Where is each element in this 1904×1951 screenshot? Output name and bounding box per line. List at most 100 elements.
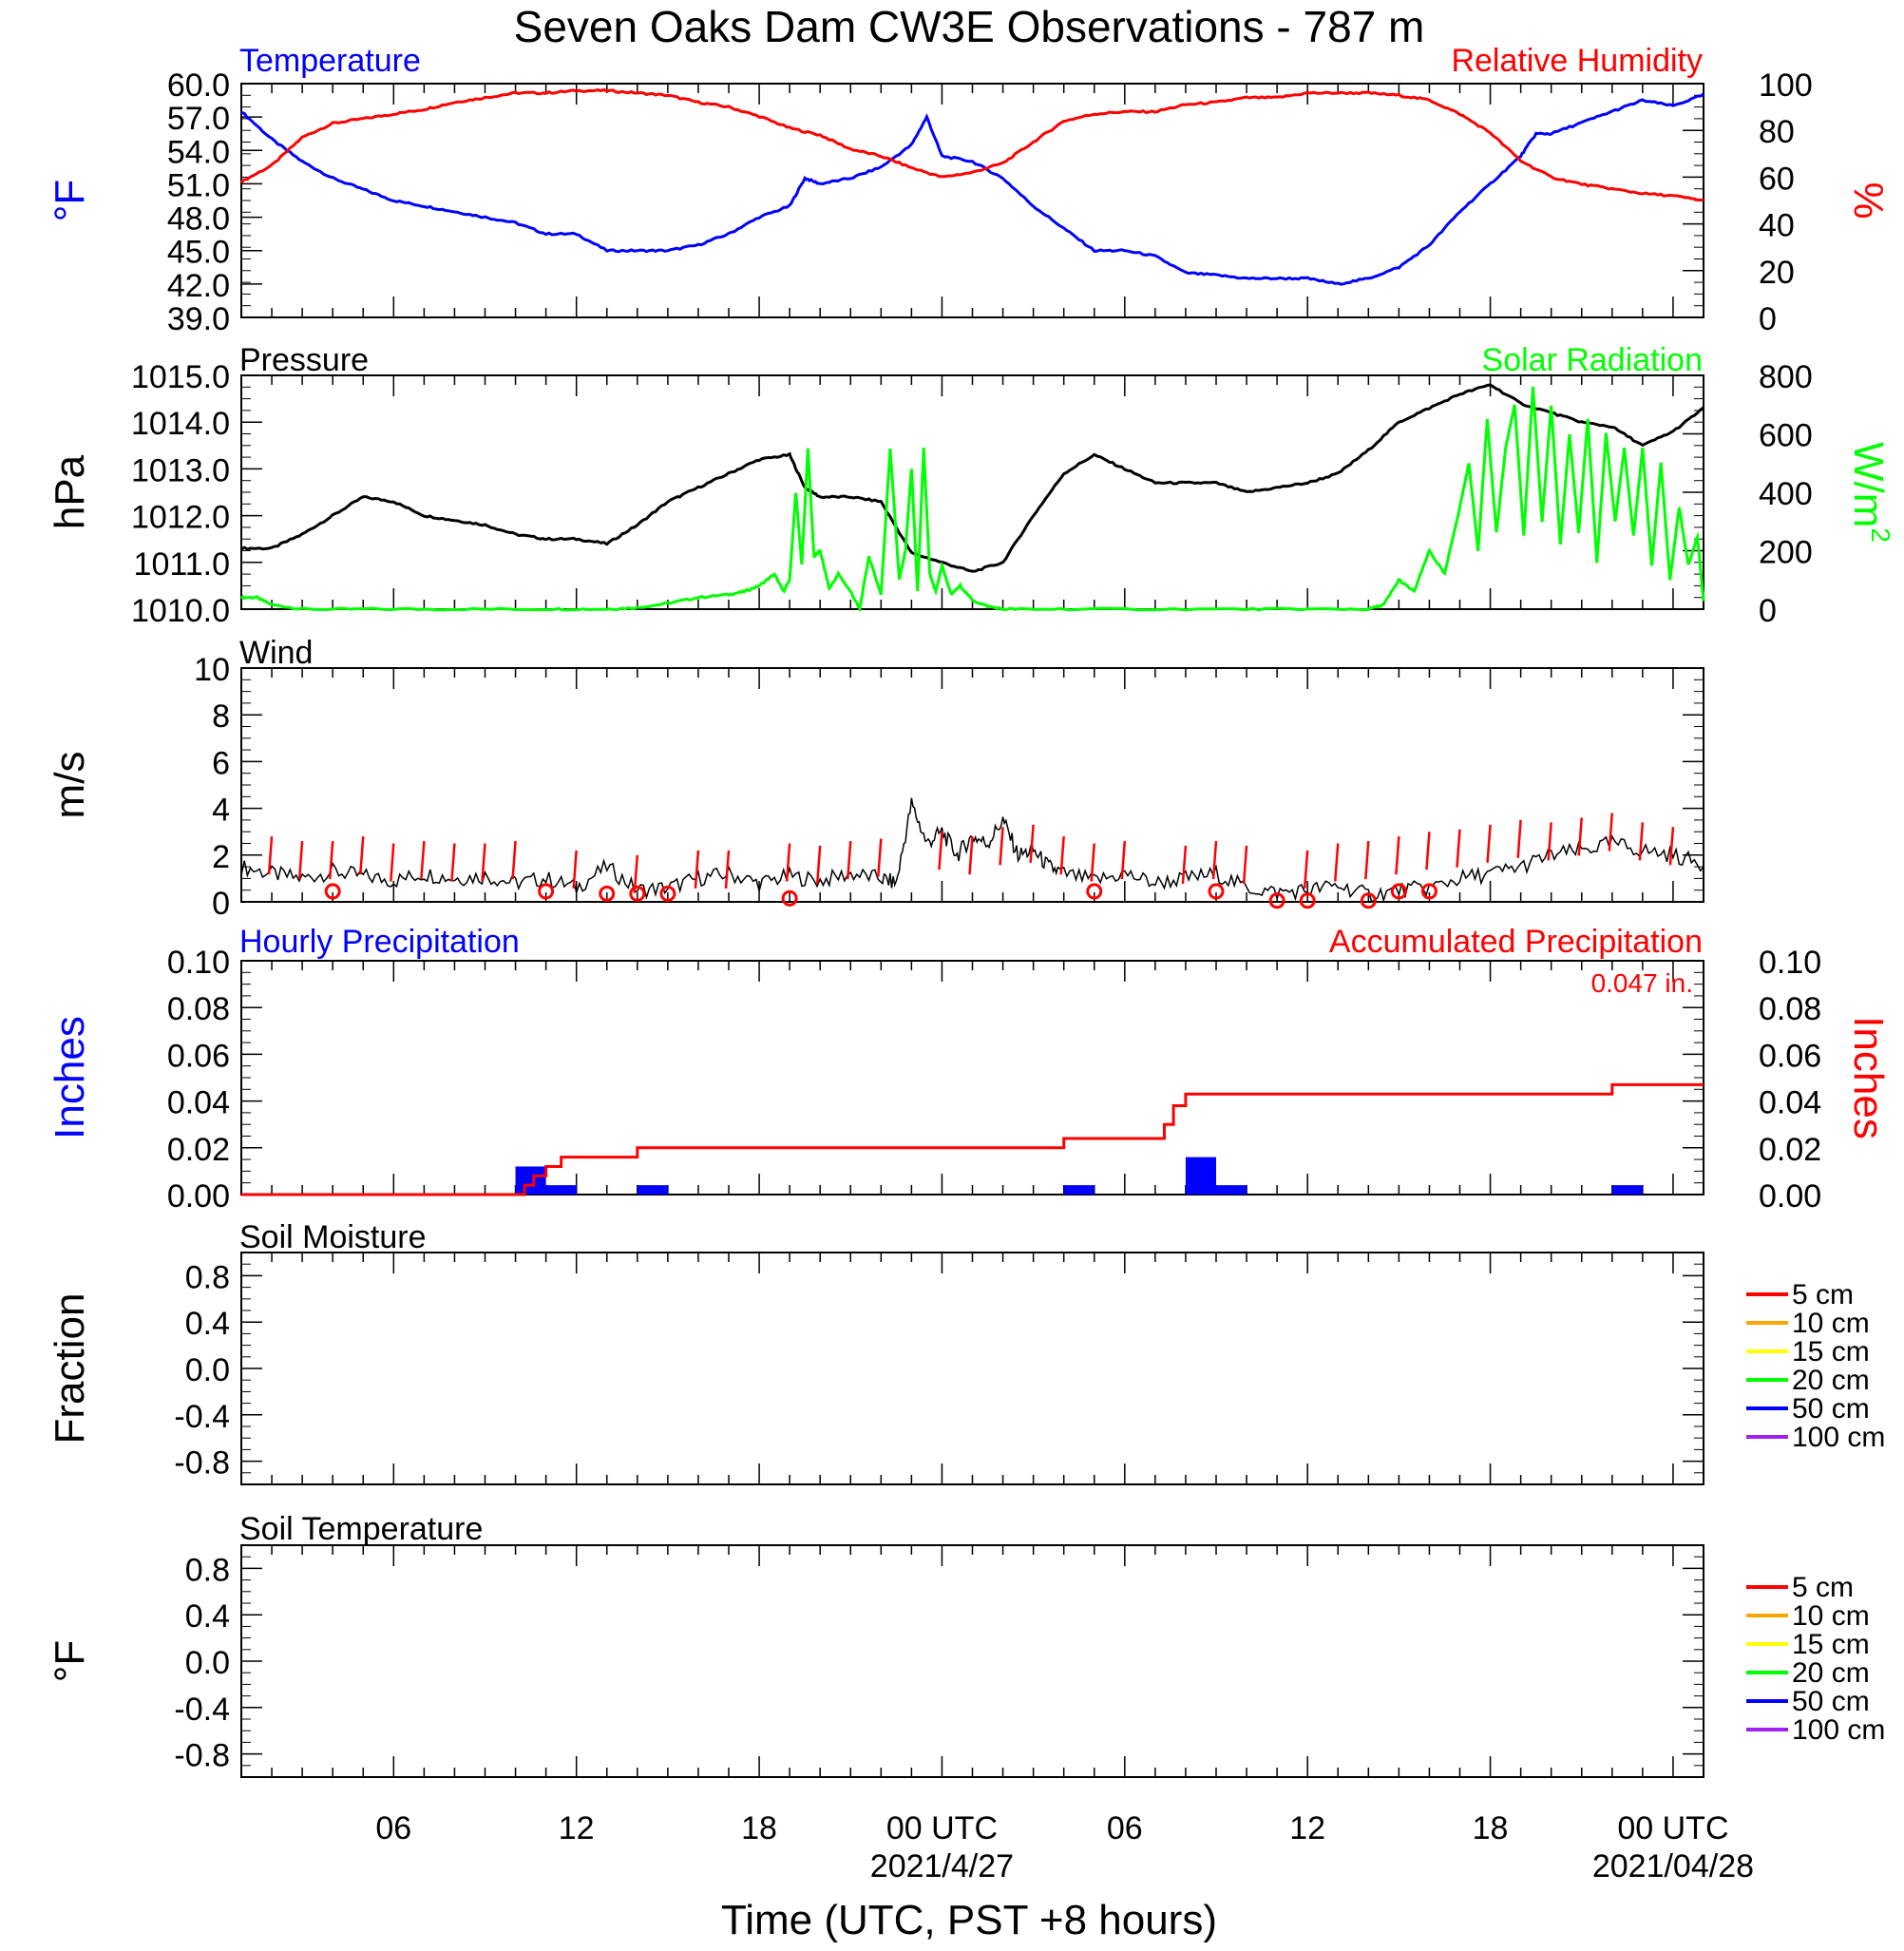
wind-barb <box>877 838 883 877</box>
legend-label: 15 cm <box>1792 1629 1870 1660</box>
wind-barb <box>1668 827 1675 866</box>
panel-frame <box>240 667 1704 903</box>
precip-bar <box>515 1166 546 1195</box>
y-axis-label-right: W/m2 <box>1845 442 1895 543</box>
legend-label: 100 cm <box>1792 1714 1885 1746</box>
panel-frame <box>240 960 1704 1195</box>
y-tick-label: 0.0 <box>185 1352 230 1388</box>
y-axis-label-left: m/s <box>47 752 93 819</box>
y-right-tick-label: 0.08 <box>1759 991 1821 1027</box>
y-tick-label: 1014.0 <box>131 406 230 442</box>
calm-marker <box>1420 883 1438 900</box>
y-right-tick-label: 40 <box>1759 208 1795 244</box>
y-right-tick-label: 0.00 <box>1759 1178 1821 1215</box>
legend-label: 50 cm <box>1792 1686 1870 1717</box>
calm-marker <box>1208 883 1225 900</box>
panel-pressure_solar: 1015.0 1014.0 1013.0 1012.0 1011.0 1010.0 800 6… <box>47 342 1895 629</box>
y-tick-label: 6 <box>212 745 230 781</box>
panel-frame <box>240 374 1704 610</box>
panel-temp_rh: 60.057.054.051.048.045.042.039.0 100 80 60 4… <box>47 43 1892 337</box>
y-tick-label: 0.4 <box>185 1306 230 1342</box>
calm-marker <box>659 885 676 902</box>
calm-marker <box>599 885 616 902</box>
y-tick-label: 0.06 <box>167 1038 230 1074</box>
y-right-tick-label: 0.02 <box>1759 1132 1821 1168</box>
y-tick-label: 2 <box>212 839 230 875</box>
panel-title-left: Wind <box>239 635 313 671</box>
y-tick-label: 0 <box>212 886 230 922</box>
precip-bar <box>1611 1185 1643 1195</box>
series-line-relative-humidity <box>239 87 1704 202</box>
wind-barb <box>1395 836 1400 875</box>
y-right-tick-label: 0 <box>1759 593 1777 629</box>
figure-title: Seven Oaks Dam CW3E Observations - 787 m <box>514 2 1425 51</box>
y-right-tick-label: 0.04 <box>1759 1085 1821 1121</box>
y-tick-label: -0.4 <box>174 1692 230 1728</box>
panel-frame <box>240 1252 1704 1485</box>
chart-panels: 60.057.054.051.048.045.042.039.010080604… <box>47 43 1895 1884</box>
wind-barb <box>1334 843 1340 882</box>
y-right-tick-label: 400 <box>1759 476 1813 512</box>
y-axis-label-right: % <box>1845 182 1892 219</box>
x-axis-label: Time (UTC, PST +8 hours) <box>721 1897 1217 1943</box>
y-right-tick-label: 60 <box>1759 161 1795 197</box>
panel-title-left: Hourly Precipitation <box>239 924 520 960</box>
y-tick-label: 1015.0 <box>131 359 230 395</box>
y-tick-label: 8 <box>212 698 230 735</box>
panel-title-left: Temperature <box>239 43 421 79</box>
y-right-tick-label: 0.10 <box>1759 945 1821 981</box>
y-tick-label: 0.10 <box>167 945 230 981</box>
panel-title-left: Pressure <box>239 342 369 378</box>
x-tick-label: 12 <box>1289 1810 1325 1846</box>
y-tick-label: 0.04 <box>167 1085 230 1121</box>
y-right-tick-label: 0.06 <box>1759 1038 1821 1074</box>
wind-barb <box>420 840 426 880</box>
x-tick-label: 06 <box>375 1810 411 1846</box>
wind-barb <box>390 843 395 882</box>
y-tick-label: 0.08 <box>167 991 230 1027</box>
wind-barb <box>1456 829 1461 868</box>
y-tick-label: 4 <box>212 793 230 829</box>
y-tick-label: 0.4 <box>185 1598 230 1635</box>
wind-barb <box>481 843 486 882</box>
precip-bar <box>1216 1185 1247 1195</box>
wind-barb <box>1516 819 1522 858</box>
calm-marker <box>781 889 798 907</box>
wind-barb <box>1181 845 1188 885</box>
calm-marker <box>1360 892 1377 909</box>
y-tick-label: 0.00 <box>167 1178 230 1215</box>
y-tick-label: 54.0 <box>167 134 230 170</box>
y-tick-label: 0.8 <box>185 1259 230 1295</box>
x-tick-label: 18 <box>1473 1810 1509 1846</box>
calm-marker <box>1268 892 1285 909</box>
y-tick-label: -0.8 <box>174 1445 230 1482</box>
wind-barb <box>999 827 1004 866</box>
wind-barb <box>1211 840 1218 880</box>
y-tick-label: -0.8 <box>174 1738 230 1774</box>
x-tick-label: 06 <box>1107 1810 1143 1846</box>
legend-label: 15 cm <box>1792 1336 1870 1368</box>
y-right-tick-label: 20 <box>1759 255 1795 291</box>
wind-barb <box>968 836 974 875</box>
wind-barb <box>1486 824 1492 863</box>
wind-barb <box>1242 845 1248 885</box>
y-axis-label-superscript: 2 <box>1866 527 1895 543</box>
legend-label: 5 cm <box>1792 1572 1854 1603</box>
calm-marker <box>324 883 341 900</box>
panel-precip: 0.10 0.08 0.06 0.04 0.02 0.00 0.10 0.08 0.06 0.04… <box>47 924 1892 1215</box>
x-tick-date-label: 2021/4/27 <box>870 1848 1014 1884</box>
y-tick-label: 0.8 <box>185 1552 230 1588</box>
x-tick-label: 00 UTC <box>886 1810 998 1846</box>
precip-bar <box>1185 1157 1216 1195</box>
legend-label: 10 cm <box>1792 1308 1870 1339</box>
wind-barb <box>724 850 731 889</box>
panel-title-left: Soil Temperature <box>239 1511 483 1547</box>
wind-barb <box>1577 817 1583 856</box>
panel-title-right: Relative Humidity <box>1451 43 1703 79</box>
y-right-tick-label: 0 <box>1759 301 1777 337</box>
series-line-solar-radiation <box>239 386 1705 613</box>
panel-title-right: Accumulated Precipitation <box>1329 924 1703 960</box>
y-tick-label: 0.0 <box>185 1645 230 1681</box>
y-right-tick-label: 800 <box>1759 359 1813 395</box>
